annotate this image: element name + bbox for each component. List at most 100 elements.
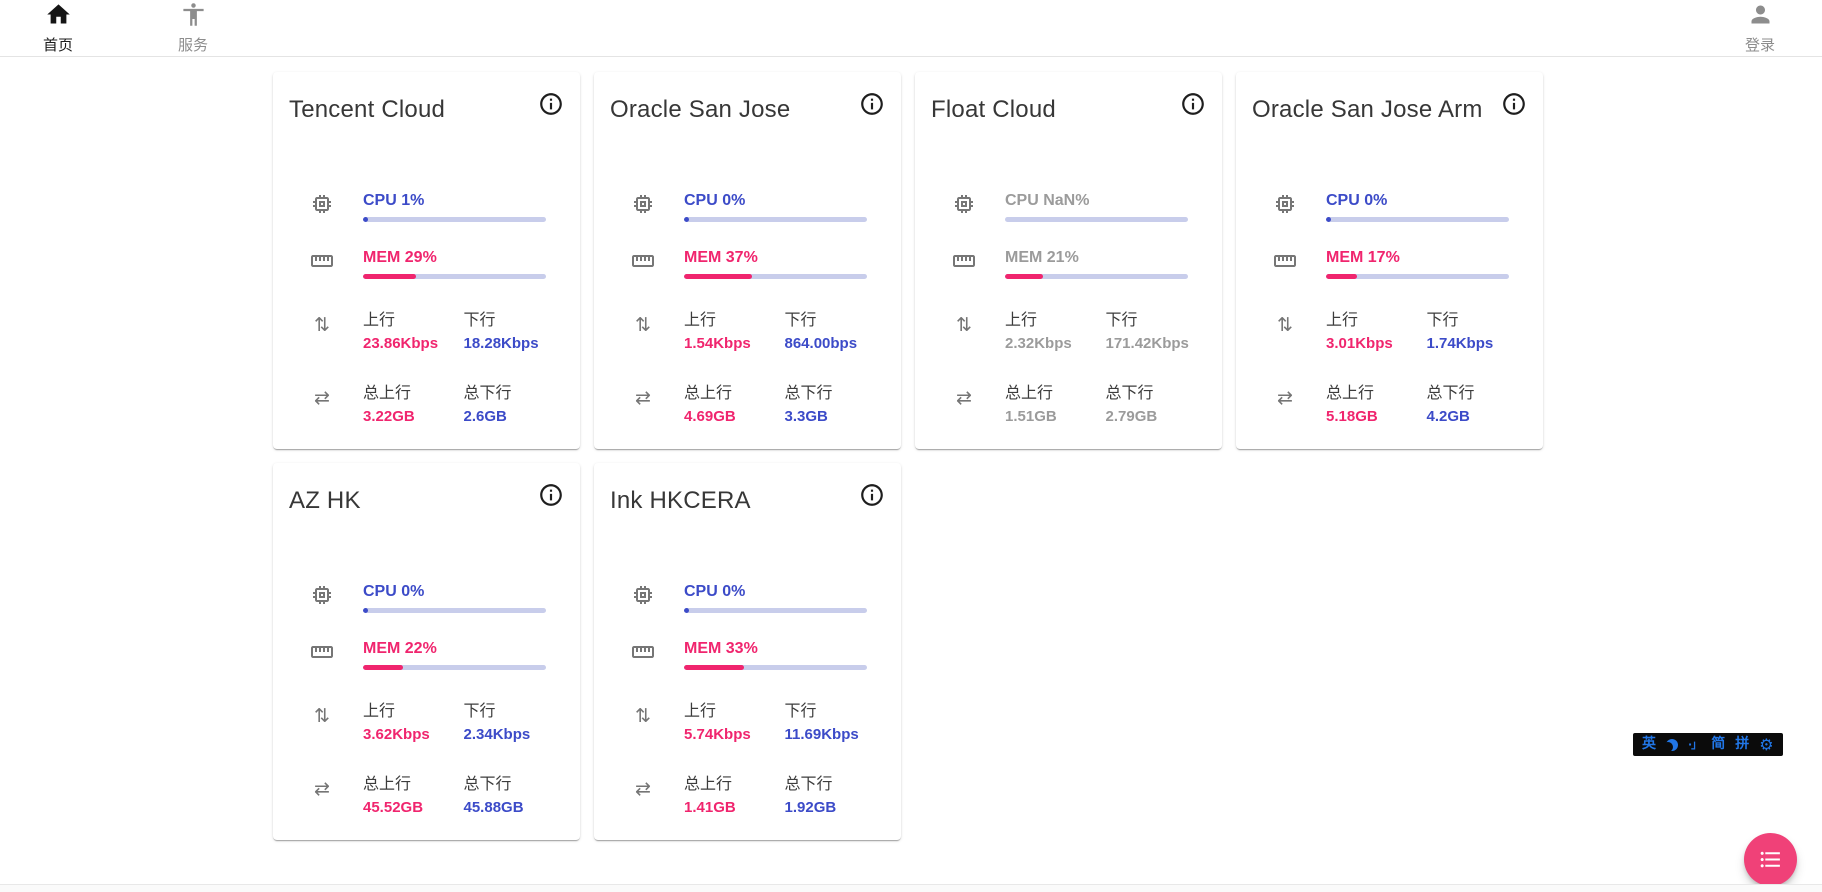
total-upload-label: 总上行 xyxy=(363,385,412,402)
cpu-chip-icon xyxy=(952,192,976,222)
card-header: Oracle San Jose xyxy=(610,88,885,128)
nav-item-home[interactable]: 首页 xyxy=(34,1,82,55)
cpu-progressbar xyxy=(684,608,867,613)
cpu-meter: CPU 0% xyxy=(684,192,885,222)
upload-value: 1.54Kbps xyxy=(684,335,751,352)
total-upload: 总上行 45.52GB xyxy=(363,770,464,816)
download-label: 下行 xyxy=(463,312,496,329)
left-right-arrows-icon: ⇄ xyxy=(314,387,330,409)
info-icon[interactable] xyxy=(538,91,564,117)
total-upload-label: 总上行 xyxy=(363,776,412,793)
total-download-label: 总下行 xyxy=(1105,385,1154,402)
cpu-progressbar xyxy=(1326,217,1509,222)
total-upload-value: 4.69GB xyxy=(684,408,736,425)
card-header: Float Cloud xyxy=(931,88,1206,128)
download-speed: 下行 11.69Kbps xyxy=(785,697,886,743)
upload-value: 5.74Kbps xyxy=(684,726,751,743)
cpu-meter: CPU 0% xyxy=(684,583,885,613)
nav-login-label: 登录 xyxy=(1744,37,1775,54)
download-label: 下行 xyxy=(784,703,817,720)
total-download-value: 2.79GB xyxy=(1105,408,1158,425)
net-speed-pair: 上行 5.74Kbps 下行 11.69Kbps xyxy=(684,697,885,743)
cpu-row: CPU NaN% xyxy=(931,192,1206,222)
nav-item-services[interactable]: 服务 xyxy=(169,1,217,55)
download-value: 171.42Kbps xyxy=(1105,335,1189,352)
server-list-fab[interactable] xyxy=(1744,833,1797,886)
cpu-chip-icon xyxy=(310,583,334,613)
cpu-label: CPU 0% xyxy=(684,583,746,600)
ruler-icon xyxy=(1273,249,1297,279)
cpu-progress-fill xyxy=(1326,217,1331,222)
upload-label: 上行 xyxy=(684,312,717,329)
total-download: 总下行 3.3GB xyxy=(785,379,886,425)
cpu-row: CPU 0% xyxy=(610,192,885,222)
net-total-row: ⇄ 总上行 4.69GB 总下行 3.3GB xyxy=(610,379,885,425)
info-icon[interactable] xyxy=(859,91,885,117)
cpu-row: CPU 0% xyxy=(610,583,885,613)
upload-speed: 上行 3.62Kbps xyxy=(363,697,464,743)
cpu-progressbar xyxy=(1005,217,1188,222)
net-total-row: ⇄ 总上行 1.41GB 总下行 1.92GB xyxy=(610,770,885,816)
cpu-chip-icon xyxy=(631,192,655,222)
ime-pinyin-toggle[interactable]: 拼 xyxy=(1735,736,1750,752)
download-speed: 下行 864.00bps xyxy=(785,306,886,352)
net-speed-pair: 上行 1.54Kbps 下行 864.00bps xyxy=(684,306,885,352)
cpu-progressbar xyxy=(684,217,867,222)
ruler-icon xyxy=(310,249,334,279)
server-card: Oracle San Jose CPU 0% xyxy=(594,72,901,449)
gear-icon[interactable]: ⚙ xyxy=(1759,735,1774,754)
server-card-grid: Tencent Cloud CPU 1% xyxy=(273,72,1565,840)
total-upload-label: 总上行 xyxy=(684,776,733,793)
info-icon[interactable] xyxy=(1501,91,1527,117)
ime-language-toggle[interactable]: 英 xyxy=(1642,736,1656,752)
cpu-label: CPU 1% xyxy=(363,192,425,209)
net-total-pair: 总上行 1.51GB 总下行 2.79GB xyxy=(1005,379,1206,425)
mem-progress-fill xyxy=(684,274,752,279)
cpu-row: CPU 0% xyxy=(1252,192,1527,222)
mem-row: MEM 37% xyxy=(610,249,885,279)
ime-punctuation-toggle[interactable]: ·」 xyxy=(1688,738,1702,751)
net-speed-row: ⇅ 上行 23.86Kbps 下行 18.28Kbps xyxy=(289,306,564,352)
net-total-row: ⇄ 总上行 45.52GB 总下行 45.88GB xyxy=(289,770,564,816)
upload-value: 23.86Kbps xyxy=(363,335,439,352)
total-upload-label: 总上行 xyxy=(684,385,733,402)
net-total-pair: 总上行 5.18GB 总下行 4.2GB xyxy=(1326,379,1527,425)
net-total-row: ⇄ 总上行 3.22GB 总下行 2.6GB xyxy=(289,379,564,425)
cpu-chip-icon xyxy=(310,192,334,222)
mem-progressbar xyxy=(684,665,867,670)
download-speed: 下行 18.28Kbps xyxy=(464,306,565,352)
nav-item-login[interactable]: 登录 xyxy=(1736,1,1784,55)
download-label: 下行 xyxy=(784,312,817,329)
card-header: AZ HK xyxy=(289,479,564,519)
mem-row: MEM 22% xyxy=(289,640,564,670)
mem-label: MEM 21% xyxy=(1005,249,1079,266)
total-download-value: 3.3GB xyxy=(784,408,828,425)
ime-simplified-toggle[interactable]: 简 xyxy=(1711,736,1726,752)
info-icon[interactable] xyxy=(859,482,885,508)
mem-row: MEM 17% xyxy=(1252,249,1527,279)
total-download-label: 总下行 xyxy=(1426,385,1475,402)
total-upload-label: 总上行 xyxy=(1005,385,1054,402)
download-value: 11.69Kbps xyxy=(784,726,859,743)
card-stats: CPU 0% MEM 33% ⇅ xyxy=(610,583,885,816)
download-value: 864.00bps xyxy=(784,335,858,352)
upload-label: 上行 xyxy=(363,312,396,329)
upload-value: 2.32Kbps xyxy=(1005,335,1072,352)
info-icon[interactable] xyxy=(538,482,564,508)
nav-services-label: 服务 xyxy=(177,37,208,54)
total-upload: 总上行 1.41GB xyxy=(684,770,785,816)
mem-meter: MEM 17% xyxy=(1326,249,1527,279)
footer-strip xyxy=(0,884,1822,892)
card-header: Oracle San Jose Arm xyxy=(1252,88,1527,128)
cpu-progress-fill xyxy=(684,217,689,222)
net-speed-pair: 上行 3.01Kbps 下行 1.74Kbps xyxy=(1326,306,1527,352)
cpu-chip-icon xyxy=(631,583,655,613)
download-label: 下行 xyxy=(463,703,496,720)
mem-label: MEM 17% xyxy=(1326,249,1400,266)
ruler-icon xyxy=(631,640,655,670)
info-icon[interactable] xyxy=(1180,91,1206,117)
upload-speed: 上行 1.54Kbps xyxy=(684,306,785,352)
net-speed-row: ⇅ 上行 3.01Kbps 下行 1.74Kbps xyxy=(1252,306,1527,352)
moon-icon[interactable] xyxy=(1666,739,1678,751)
total-upload: 总上行 3.22GB xyxy=(363,379,464,425)
